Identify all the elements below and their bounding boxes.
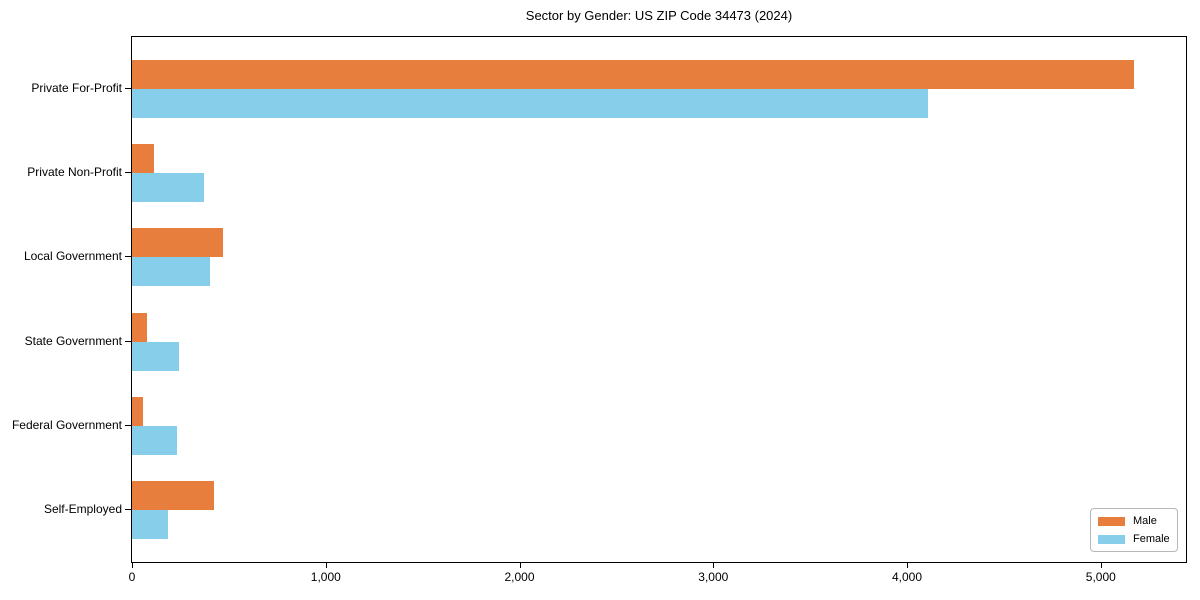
legend-label-male: Male <box>1133 515 1157 527</box>
male-color-swatch <box>1098 516 1125 526</box>
bar-male-6 <box>132 481 215 510</box>
bar-male-2 <box>132 144 154 174</box>
x-tick-label: 5,000 <box>1085 570 1116 584</box>
x-tick-mark <box>132 563 133 568</box>
y-tick-label: Federal Government <box>11 417 122 432</box>
x-tick-label: 0 <box>128 570 136 584</box>
bar-female-3 <box>132 257 211 287</box>
x-tick-label: 2,000 <box>504 570 535 584</box>
female-color-swatch <box>1098 534 1125 544</box>
plot-area <box>131 36 1187 563</box>
legend: Male Female <box>1090 508 1178 552</box>
y-tick-mark <box>125 256 131 258</box>
bar-female-4 <box>132 341 180 371</box>
x-tick-mark <box>907 563 908 568</box>
y-tick-label: Private Non-Profit <box>27 165 122 180</box>
y-tick-label: State Government <box>24 333 122 348</box>
y-tick-mark <box>125 172 131 174</box>
chart-title: Sector by Gender: US ZIP Code 34473 (202… <box>525 8 793 23</box>
bar-female-5 <box>132 425 177 455</box>
legend-item-male: Male <box>1098 514 1170 528</box>
y-tick-mark <box>125 509 131 510</box>
x-tick-label: 1,000 <box>310 570 341 584</box>
bar-male-4 <box>132 312 147 342</box>
bar-male-5 <box>132 396 143 426</box>
y-tick-label: Self-Employed <box>43 502 122 516</box>
bar-male-1 <box>132 60 1134 89</box>
x-tick-mark <box>713 563 715 568</box>
x-tick-mark <box>519 563 521 568</box>
x-tick-label: 3,000 <box>698 570 729 584</box>
y-tick-mark <box>125 424 131 426</box>
bar-female-2 <box>132 173 204 203</box>
legend-label-female: Female <box>1133 533 1170 545</box>
bar-female-1 <box>132 89 929 118</box>
y-tick-label: Local Government <box>23 249 122 264</box>
x-tick-mark <box>325 563 327 568</box>
bar-male-3 <box>132 228 224 258</box>
x-tick-mark <box>1100 563 1102 568</box>
y-tick-label: Private For-Profit <box>31 81 122 95</box>
y-tick-mark <box>125 88 131 89</box>
y-tick-mark <box>125 340 131 342</box>
x-tick-label: 4,000 <box>891 570 923 584</box>
bar-female-6 <box>132 510 169 539</box>
legend-item-female: Female <box>1098 532 1170 546</box>
